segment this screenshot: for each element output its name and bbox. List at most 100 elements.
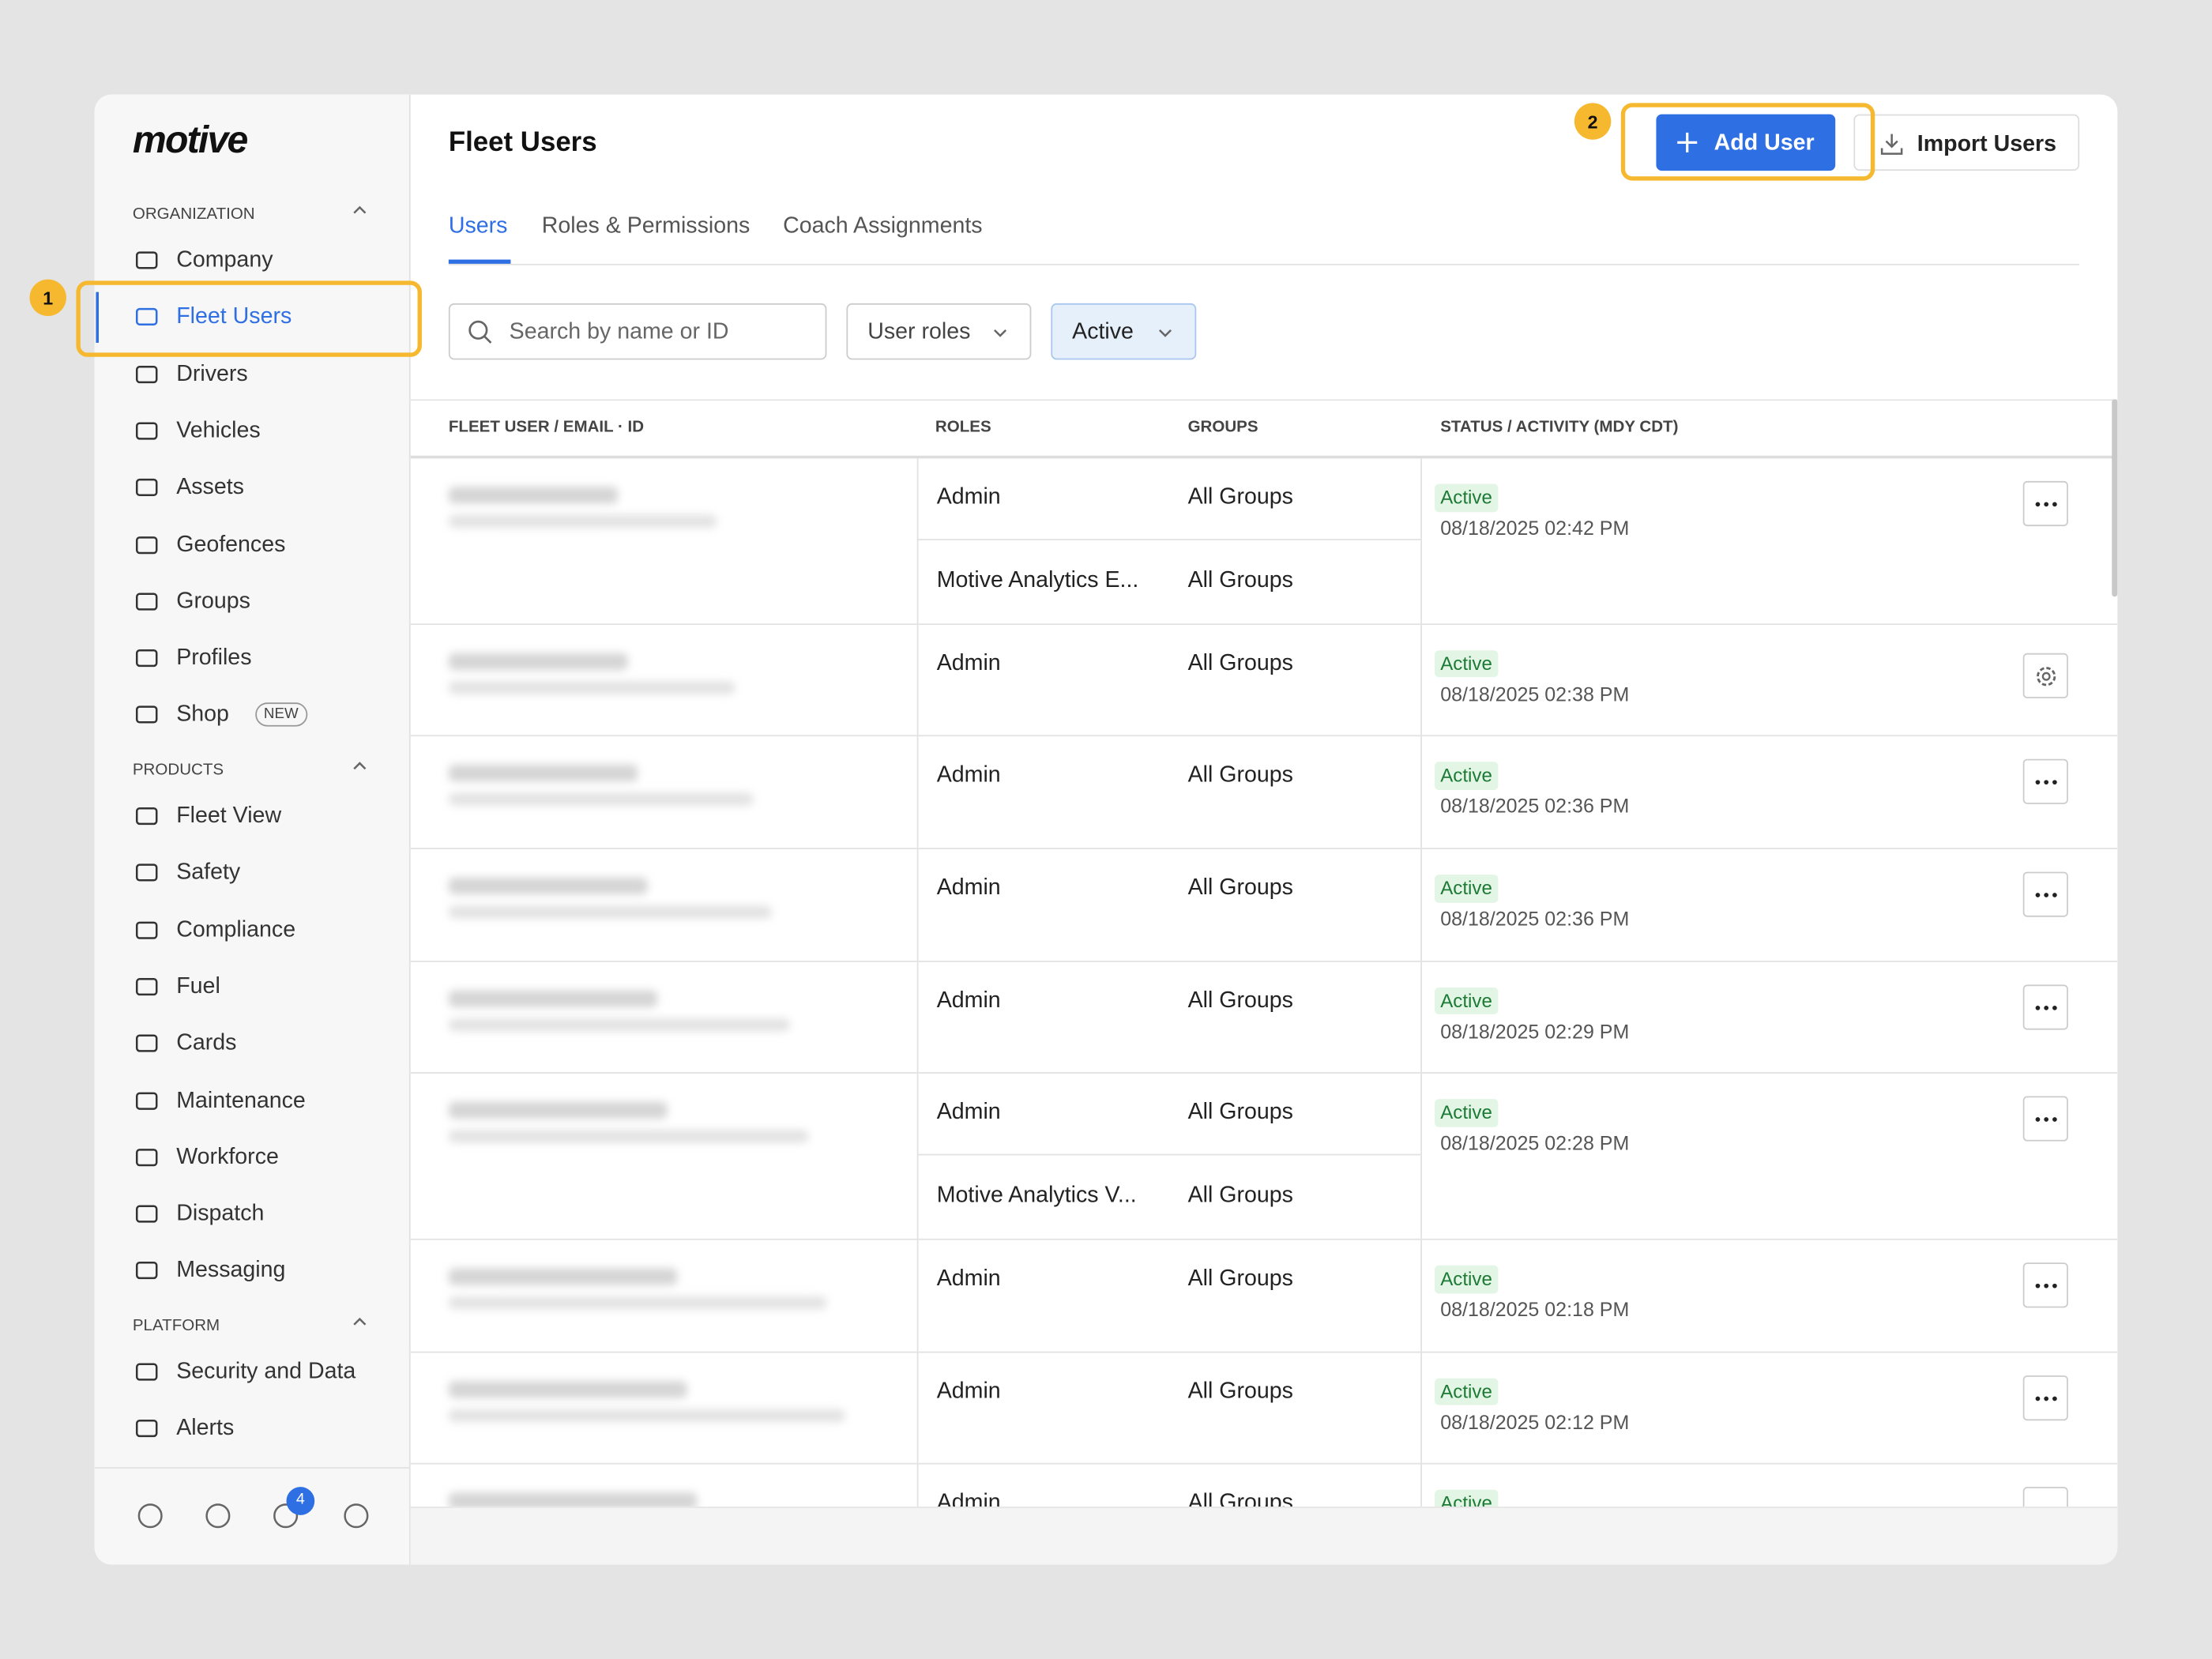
role: Admin <box>936 875 1001 901</box>
nav-item[interactable]: Messaging <box>176 1258 286 1283</box>
dots-icon <box>2035 1395 2057 1401</box>
nav-item[interactable]: Groups <box>176 589 250 614</box>
role: Admin <box>936 1100 1001 1125</box>
status-filter[interactable]: Active <box>1051 303 1197 360</box>
nav-item[interactable]: Company <box>176 248 273 273</box>
dots-icon <box>2035 1117 2057 1123</box>
nav-item[interactable]: Geofences <box>176 532 286 557</box>
role: Admin <box>936 651 1001 675</box>
collapse-chevron <box>353 1317 367 1326</box>
status-badge: Active <box>1435 1490 1499 1507</box>
import-users-label: Import Users <box>1917 132 2057 157</box>
cell-divider <box>1420 849 1422 961</box>
status-badge: Active <box>1435 649 1499 678</box>
tab-underline <box>448 259 511 264</box>
activity-time: 08/18/2025 02:38 PM <box>1440 682 1630 705</box>
notification-count: 4 <box>286 1487 315 1515</box>
cell-divider <box>916 458 919 623</box>
search-box[interactable]: Search by name or ID <box>448 303 827 360</box>
tab[interactable]: Roles & Permissions <box>541 214 750 239</box>
blurred-name <box>448 487 619 504</box>
more-button[interactable] <box>2022 1487 2068 1507</box>
blurred-name <box>448 1380 687 1398</box>
more-button[interactable] <box>2022 1262 2068 1308</box>
activity-time: 08/18/2025 02:18 PM <box>1440 1297 1630 1321</box>
more-button[interactable] <box>2022 1096 2068 1142</box>
nav-item[interactable]: Compliance <box>176 917 296 942</box>
status-badge: Active <box>1435 875 1499 902</box>
blurred-email <box>448 1409 845 1422</box>
column-header: FLEET USER / EMAIL · ID <box>448 419 645 436</box>
groups: All Groups <box>1187 568 1293 592</box>
nav-item[interactable]: Alerts <box>176 1416 235 1441</box>
callout-box <box>76 280 422 357</box>
chevron <box>994 329 1007 337</box>
nav-icon <box>135 807 158 826</box>
nav-item[interactable]: Fleet Users <box>176 305 292 329</box>
table-row: Admin All Groups Motive Analytics E... All … <box>410 458 2118 625</box>
dots-icon <box>2035 893 2057 897</box>
nav-item[interactable]: Workforce <box>176 1145 279 1169</box>
blurred-email <box>448 1018 790 1031</box>
nav-icon <box>135 1148 158 1166</box>
blurred-name <box>448 653 628 670</box>
role: Admin <box>936 763 1001 788</box>
nav-item[interactable]: Security and Data <box>176 1360 356 1384</box>
more-button[interactable] <box>2022 759 2068 805</box>
activity-time: 08/18/2025 02:28 PM <box>1440 1131 1630 1155</box>
nav-icon <box>135 920 158 939</box>
tab[interactable]: Users <box>448 214 508 239</box>
section-title: PLATFORM <box>132 1317 220 1335</box>
import-users-button[interactable]: Import Users <box>1853 114 2080 171</box>
more-button[interactable] <box>2022 984 2068 1029</box>
more-button[interactable] <box>2022 871 2068 917</box>
role: Admin <box>936 485 1001 510</box>
nav-item[interactable]: Assets <box>176 476 244 500</box>
nav-item[interactable]: Dispatch <box>176 1202 265 1226</box>
dots-icon <box>2035 502 2057 507</box>
add-user-button[interactable]: Add User <box>1656 114 1836 171</box>
table-row: Admin All Groups Active 08/18/2025 02:38 PM <box>410 624 2118 737</box>
scrollbar <box>2112 399 2118 597</box>
cell-divider <box>1420 624 1422 736</box>
nav-item[interactable]: Vehicles <box>176 419 261 443</box>
cell-divider <box>916 961 919 1073</box>
sidebar: motive ORGANIZATION Company Fleet Users Driv… <box>94 94 411 1565</box>
nav-item[interactable]: Maintenance <box>176 1088 306 1113</box>
roles-filter[interactable]: User roles <box>846 303 1032 360</box>
nav-item[interactable]: Cards <box>176 1031 237 1056</box>
groups: All Groups <box>1187 1379 1293 1404</box>
activity-time: 08/18/2025 02:29 PM <box>1440 1019 1630 1042</box>
nav-item[interactable]: Shop <box>176 702 229 728</box>
activity-time: 08/18/2025 02:42 PM <box>1440 516 1630 540</box>
nav-item[interactable]: Fuel <box>176 974 220 999</box>
nav-icon <box>135 479 158 497</box>
dots-icon <box>2035 781 2057 785</box>
tab[interactable]: Coach Assignments <box>783 214 983 239</box>
activity-time: 08/18/2025 02:12 PM <box>1440 1409 1630 1433</box>
role: Motive Analytics V... <box>936 1183 1137 1208</box>
subrow-divider <box>916 539 1421 540</box>
blurred-name <box>448 765 638 782</box>
role: Admin <box>936 1266 1001 1291</box>
column-header: GROUPS <box>1187 419 1258 436</box>
more-button[interactable] <box>2022 480 2068 527</box>
search-icon <box>468 320 492 344</box>
table-row: Admin All Groups Motive Analytics V... All … <box>410 1074 2118 1240</box>
cell-divider <box>1420 736 1422 848</box>
section-title: ORGANIZATION <box>132 205 255 224</box>
nav-item[interactable]: Safety <box>176 860 241 886</box>
tabs-divider <box>448 263 2080 265</box>
groups: All Groups <box>1187 763 1293 788</box>
cell-divider <box>916 736 919 848</box>
column-header: ROLES <box>935 419 991 436</box>
nav-item[interactable]: Fleet View <box>176 803 282 829</box>
nav-item[interactable]: Profiles <box>176 646 252 671</box>
blurred-email <box>448 1130 809 1143</box>
settings-button[interactable] <box>2022 653 2068 698</box>
more-button[interactable] <box>2022 1375 2068 1420</box>
nav-item[interactable]: Drivers <box>176 362 248 386</box>
logo: motive <box>132 118 248 161</box>
nav-icon <box>135 592 158 611</box>
